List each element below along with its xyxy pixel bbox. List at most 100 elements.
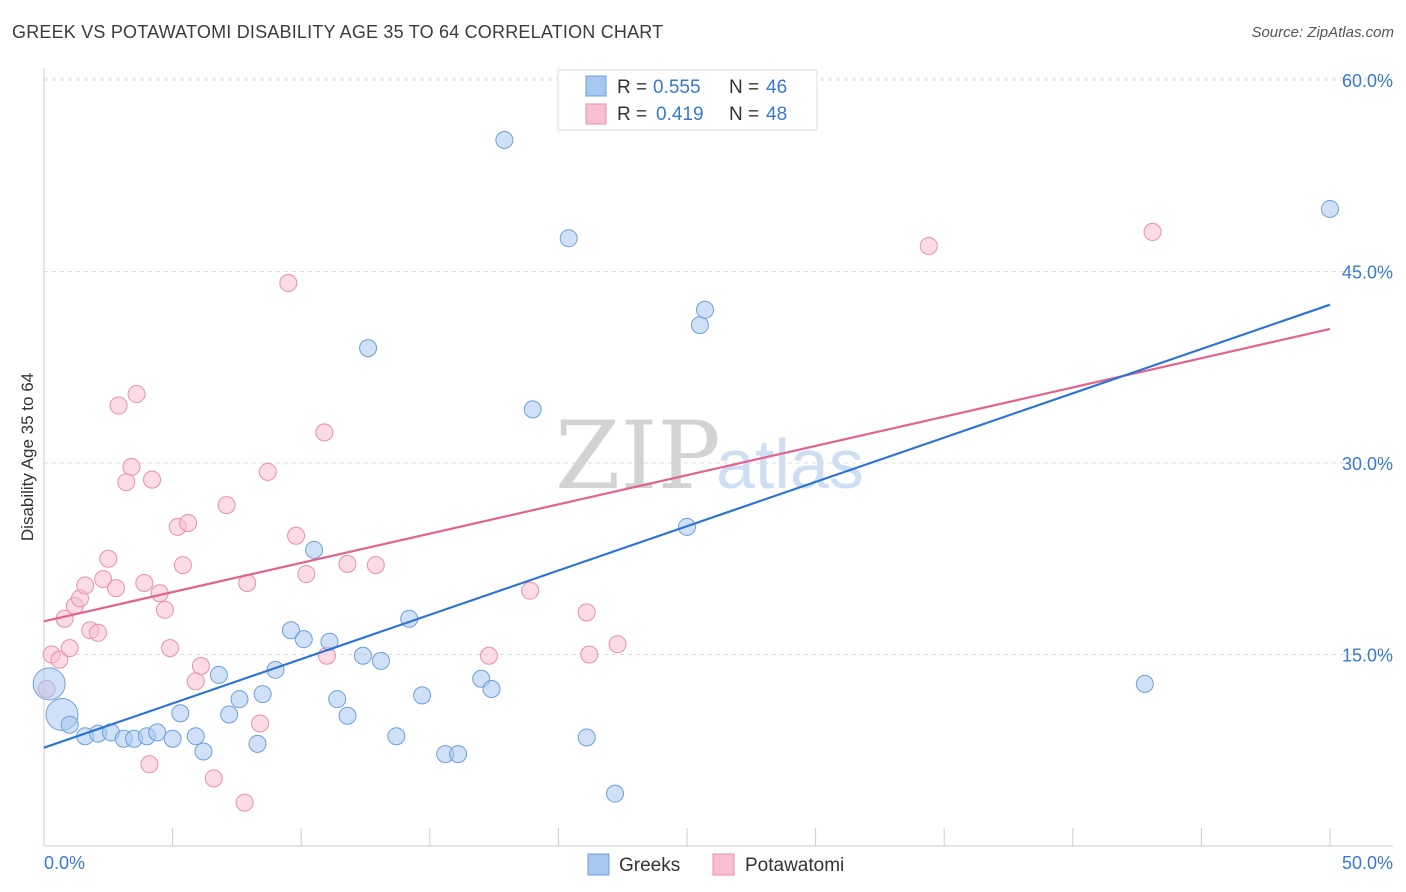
potawatomi-point — [521, 581, 540, 600]
potawatomi-point — [279, 273, 298, 292]
y-tick-label: 60.0% — [1342, 71, 1393, 91]
legend-greek-n-value: 46 — [766, 77, 787, 98]
potawatomi-point — [258, 462, 277, 481]
potawatomi-points — [37, 222, 1162, 812]
potawatomi-point — [94, 570, 113, 589]
legend-box: R = 0.555 N = 46 R = 0.419 N = 48 — [557, 69, 818, 131]
greek-point — [281, 621, 300, 640]
potawatomi-point — [186, 672, 205, 691]
potawatomi-point — [608, 635, 627, 654]
axes — [43, 68, 1393, 847]
legend-greek-n-label: N = — [729, 77, 759, 98]
potawatomi-point — [297, 565, 316, 584]
greek-point — [220, 705, 239, 724]
potawatomi-point — [315, 423, 334, 442]
greek-point — [305, 540, 324, 559]
potawatomi-trend-line — [43, 327, 1331, 623]
y-tick-label: 15.0% — [1342, 646, 1393, 666]
potawatomi-point — [143, 470, 162, 489]
potawatomi-point — [235, 793, 254, 812]
greek-point — [413, 686, 432, 705]
potawatomi-point — [89, 623, 108, 642]
x-tick-label-max: 50.0% — [1342, 853, 1393, 873]
greek-point — [338, 706, 357, 725]
greek-point — [248, 734, 267, 753]
bottom-legend: Greeks Potawatomi — [587, 853, 844, 876]
greek-point — [1135, 674, 1154, 693]
potawatomi-point — [127, 385, 146, 404]
potawatomi-point — [99, 549, 118, 568]
greek-point — [163, 729, 182, 748]
greek-point — [294, 630, 313, 649]
bottom-legend-greek-swatch — [587, 853, 610, 876]
potawatomi-point — [251, 714, 270, 733]
potawatomi-point — [122, 457, 141, 476]
greek-point — [186, 727, 205, 746]
legend-pota-n-label: N = — [729, 104, 759, 125]
greek-point — [690, 316, 709, 335]
potawatomi-point — [217, 496, 236, 515]
greek-point — [482, 679, 501, 698]
potawatomi-point — [338, 554, 357, 573]
chart-title: GREEK VS POTAWATOMI DISABILITY AGE 35 TO… — [12, 22, 664, 42]
legend-pota-r-label: R = — [617, 104, 647, 125]
greek-point — [559, 229, 578, 248]
potawatomi-point — [191, 656, 210, 675]
greek-point — [353, 646, 372, 665]
potawatomi-point — [173, 556, 192, 575]
potawatomi-point — [117, 473, 136, 492]
potawatomi-point — [919, 236, 938, 255]
x-tick-label-min: 0.0% — [44, 853, 85, 873]
potawatomi-point — [479, 646, 498, 665]
legend-greek-r-label: R = — [617, 77, 647, 98]
potawatomi-point — [580, 645, 599, 664]
greek-point — [387, 727, 406, 746]
greek-point — [359, 339, 378, 358]
greek-point — [449, 745, 468, 764]
bottom-legend-greek-label: Greeks — [619, 855, 680, 876]
potawatomi-point — [366, 556, 385, 575]
greek-point — [32, 667, 66, 701]
legend-pota-swatch — [585, 103, 607, 125]
potawatomi-point — [60, 639, 79, 658]
greek-point — [523, 400, 542, 419]
y-tick-labels: 15.0% 30.0% 45.0% 60.0% — [1342, 71, 1393, 666]
potawatomi-point — [135, 574, 154, 593]
y-tick-label: 45.0% — [1342, 263, 1393, 283]
potawatomi-point — [50, 650, 69, 669]
greek-point — [230, 690, 249, 709]
potawatomi-point — [155, 600, 174, 619]
greek-trend-line — [43, 303, 1331, 749]
greek-point — [605, 784, 624, 803]
potawatomi-point — [109, 396, 128, 415]
potawatomi-point — [161, 639, 180, 658]
potawatomi-point — [179, 514, 198, 533]
greek-point — [171, 704, 190, 723]
greek-point — [60, 715, 79, 734]
bottom-legend-pota-label: Potawatomi — [745, 855, 844, 876]
greek-point — [253, 685, 272, 704]
trend-lines — [43, 303, 1331, 749]
watermark-zip: ZIP — [555, 402, 721, 511]
legend-greek-r-value: 0.555 — [653, 77, 701, 98]
greek-point — [1321, 199, 1339, 218]
source-credit: Source: ZipAtlas.com — [1251, 24, 1394, 41]
potawatomi-point — [140, 755, 159, 774]
legend-pota-n-value: 48 — [766, 104, 787, 125]
greek-point — [495, 131, 514, 150]
potawatomi-point — [76, 576, 95, 595]
potawatomi-point — [204, 769, 223, 788]
bottom-legend-pota-swatch — [712, 853, 735, 876]
greek-point — [148, 723, 167, 742]
greek-point — [371, 651, 390, 670]
potawatomi-point — [1143, 222, 1162, 241]
gridlines — [44, 77, 1393, 655]
greek-point — [194, 742, 213, 761]
greek-point — [328, 690, 347, 709]
greek-point — [577, 728, 596, 747]
potawatomi-point — [577, 603, 596, 622]
greek-point — [696, 300, 715, 319]
greek-point — [209, 665, 228, 684]
legend-greek-swatch — [585, 75, 607, 97]
